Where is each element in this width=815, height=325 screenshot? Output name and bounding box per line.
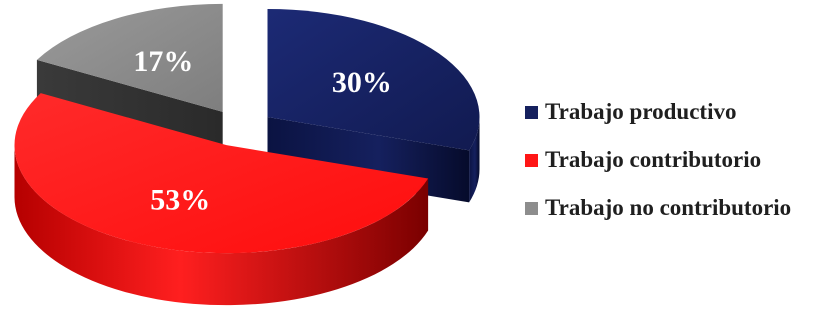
legend: Trabajo productivo Trabajo contributorio T… <box>525 99 791 220</box>
legend-swatch-contributorio <box>525 154 538 167</box>
slice-label-contributorio: 53% <box>150 184 210 217</box>
slice-label-productivo: 30% <box>332 66 392 99</box>
slice-contributorio-side <box>14 145 429 306</box>
legend-label-productivo: Trabajo productivo <box>545 99 736 124</box>
legend-swatch-productivo <box>525 106 538 119</box>
slice-no-contributorio-top <box>36 3 223 112</box>
slice-labels: 30% 53% 17% <box>133 45 391 217</box>
legend-label-contributorio: Trabajo contributorio <box>545 147 761 172</box>
slice-label-no-contributorio: 17% <box>133 45 193 78</box>
legend-swatch-no-contributorio <box>525 202 538 215</box>
slice-contributorio-top <box>14 93 429 254</box>
legend-label-no-contributorio: Trabajo no contributorio <box>545 195 791 220</box>
slice-productivo-side <box>469 117 480 203</box>
slice-productivo-top <box>267 9 480 151</box>
pie-slices <box>14 3 480 306</box>
